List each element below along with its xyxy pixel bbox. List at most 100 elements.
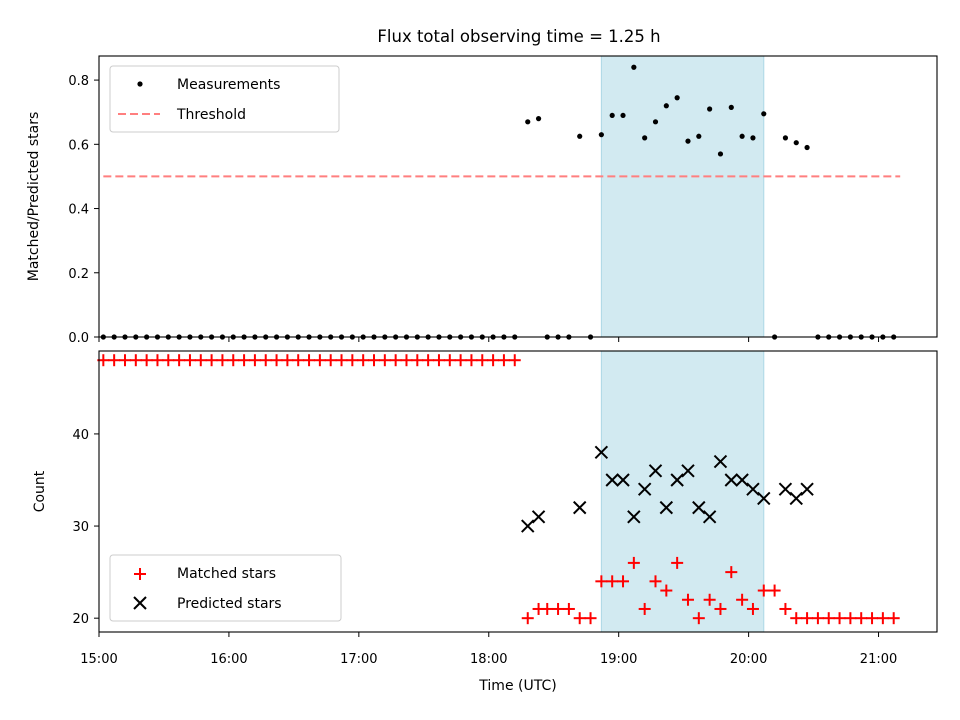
- predicted-stars-point: [800, 482, 814, 496]
- measurement-point: [631, 64, 637, 70]
- top-axis-ticks: 0.0 0.2 0.4 0.6 0.8: [68, 74, 880, 346]
- matched-stars-point: [281, 354, 294, 367]
- top-axes-frame: [98, 55, 938, 338]
- matched-stars-point: [703, 593, 716, 606]
- matched-stars-point: [454, 354, 467, 367]
- x-tick-label: 16:00: [210, 652, 247, 667]
- measurement-point: [685, 138, 691, 144]
- measurement-point: [577, 133, 583, 139]
- bottom-data-marks: [97, 354, 900, 625]
- matched-stars-point: [183, 354, 196, 367]
- bottom-legend-box: [109, 554, 342, 622]
- measurement-point: [739, 133, 745, 139]
- measurement-point: [652, 119, 659, 125]
- x-tick-label: 18:00: [470, 652, 507, 667]
- predicted-stars-point: [789, 491, 803, 506]
- top-legend-box: [109, 65, 340, 133]
- y-tick-label: 0.2: [68, 267, 89, 282]
- measurement-point: [728, 104, 734, 110]
- matched-stars-point: [259, 354, 272, 367]
- predicted-stars-point: [692, 500, 706, 515]
- predicted-stars-point: [670, 473, 684, 487]
- matched-stars-point: [465, 354, 478, 367]
- matched-stars-point: [378, 354, 391, 367]
- predicted-stars-point: [627, 510, 641, 524]
- matched-stars-point: [876, 612, 889, 625]
- y-tick-label: 0.4: [68, 203, 89, 218]
- matched-stars-point: [118, 354, 131, 367]
- matched-stars-point: [227, 354, 240, 367]
- y-tick-label: 20: [72, 612, 89, 627]
- matched-stars-point: [822, 612, 835, 625]
- matched-stars-point: [108, 354, 121, 367]
- bottom-legend: Matched stars Predicted stars: [109, 554, 342, 622]
- matched-stars-point: [162, 354, 175, 367]
- matched-stars-point: [497, 354, 510, 367]
- matched-stars-point: [129, 354, 142, 367]
- matched-stars-point: [313, 354, 326, 367]
- measurement-point: [696, 133, 702, 139]
- matched-stars-point: [714, 602, 727, 615]
- matched-stars-point: [521, 612, 534, 625]
- legend-matched-stars-label: Matched stars: [177, 566, 276, 582]
- matched-stars-point: [432, 354, 445, 367]
- matched-stars-point: [844, 612, 857, 625]
- measurement-point: [535, 116, 542, 122]
- measurement-point: [663, 103, 669, 109]
- matched-stars-point: [606, 575, 619, 588]
- predicted-stars-point: [531, 510, 546, 524]
- predicted-stars-point: [702, 510, 717, 524]
- x-tick-label: 15:00: [80, 652, 117, 667]
- predicted-stars-point: [778, 482, 793, 496]
- x-tick-label: 20:00: [730, 652, 767, 667]
- matched-stars-point: [736, 593, 749, 606]
- measurement-point: [804, 144, 810, 151]
- matched-stars-point: [173, 354, 186, 367]
- measurement-point: [707, 106, 713, 112]
- legend-predicted-stars-label: Predicted stars: [177, 596, 282, 612]
- top-y-axis-label: Matched/Predicted stars: [26, 112, 42, 282]
- matched-stars-point: [833, 612, 846, 625]
- matched-stars-point: [725, 566, 738, 579]
- matched-stars-point: [584, 612, 597, 625]
- measurement-point: [782, 135, 789, 141]
- matched-stars-point: [552, 602, 565, 615]
- matched-stars-point: [855, 612, 868, 625]
- matched-stars-point: [768, 584, 781, 597]
- matched-stars-point: [357, 354, 370, 367]
- measurement-point: [717, 151, 724, 157]
- matched-stars-point: [801, 612, 814, 625]
- matched-stars-point: [811, 612, 824, 625]
- predicted-stars-point: [681, 464, 695, 478]
- legend-predicted-stars-marker: [133, 596, 147, 610]
- predicted-stars-point: [648, 464, 663, 478]
- bottom-axes-frame: [98, 350, 938, 633]
- measurement-point: [750, 135, 756, 141]
- predicted-stars-point: [713, 454, 728, 469]
- bottom-shaded-span: [600, 350, 765, 633]
- matched-stars-point: [757, 584, 770, 597]
- matched-stars-point: [866, 612, 879, 625]
- matched-stars-point: [746, 602, 759, 615]
- predicted-stars-point: [659, 500, 674, 515]
- measurement-point: [761, 111, 767, 117]
- x-tick-label: 19:00: [600, 652, 637, 667]
- measurement-point: [642, 135, 648, 141]
- matched-stars-point: [140, 354, 153, 367]
- chart-title: Flux total observing time = 1.25 h: [377, 27, 660, 46]
- matched-stars-point: [216, 354, 229, 367]
- matched-stars-point: [443, 354, 456, 367]
- matched-stars-point: [270, 354, 283, 367]
- matched-stars-point: [638, 602, 651, 615]
- legend-measurements-label: Measurements: [177, 77, 280, 93]
- matched-stars-point: [487, 354, 500, 367]
- matched-stars-point: [335, 354, 348, 367]
- matched-stars-point: [324, 354, 337, 367]
- matched-stars-point: [692, 612, 705, 625]
- matched-stars-point: [681, 593, 694, 606]
- x-axis-label: Time (UTC): [478, 678, 556, 694]
- bottom-axis-ticks: 15:00 16:00 17:00 18:00 19:00 20:00 21:00 20 30 4…: [72, 428, 897, 667]
- matched-stars-point: [790, 612, 803, 625]
- matched-stars-point: [303, 354, 316, 367]
